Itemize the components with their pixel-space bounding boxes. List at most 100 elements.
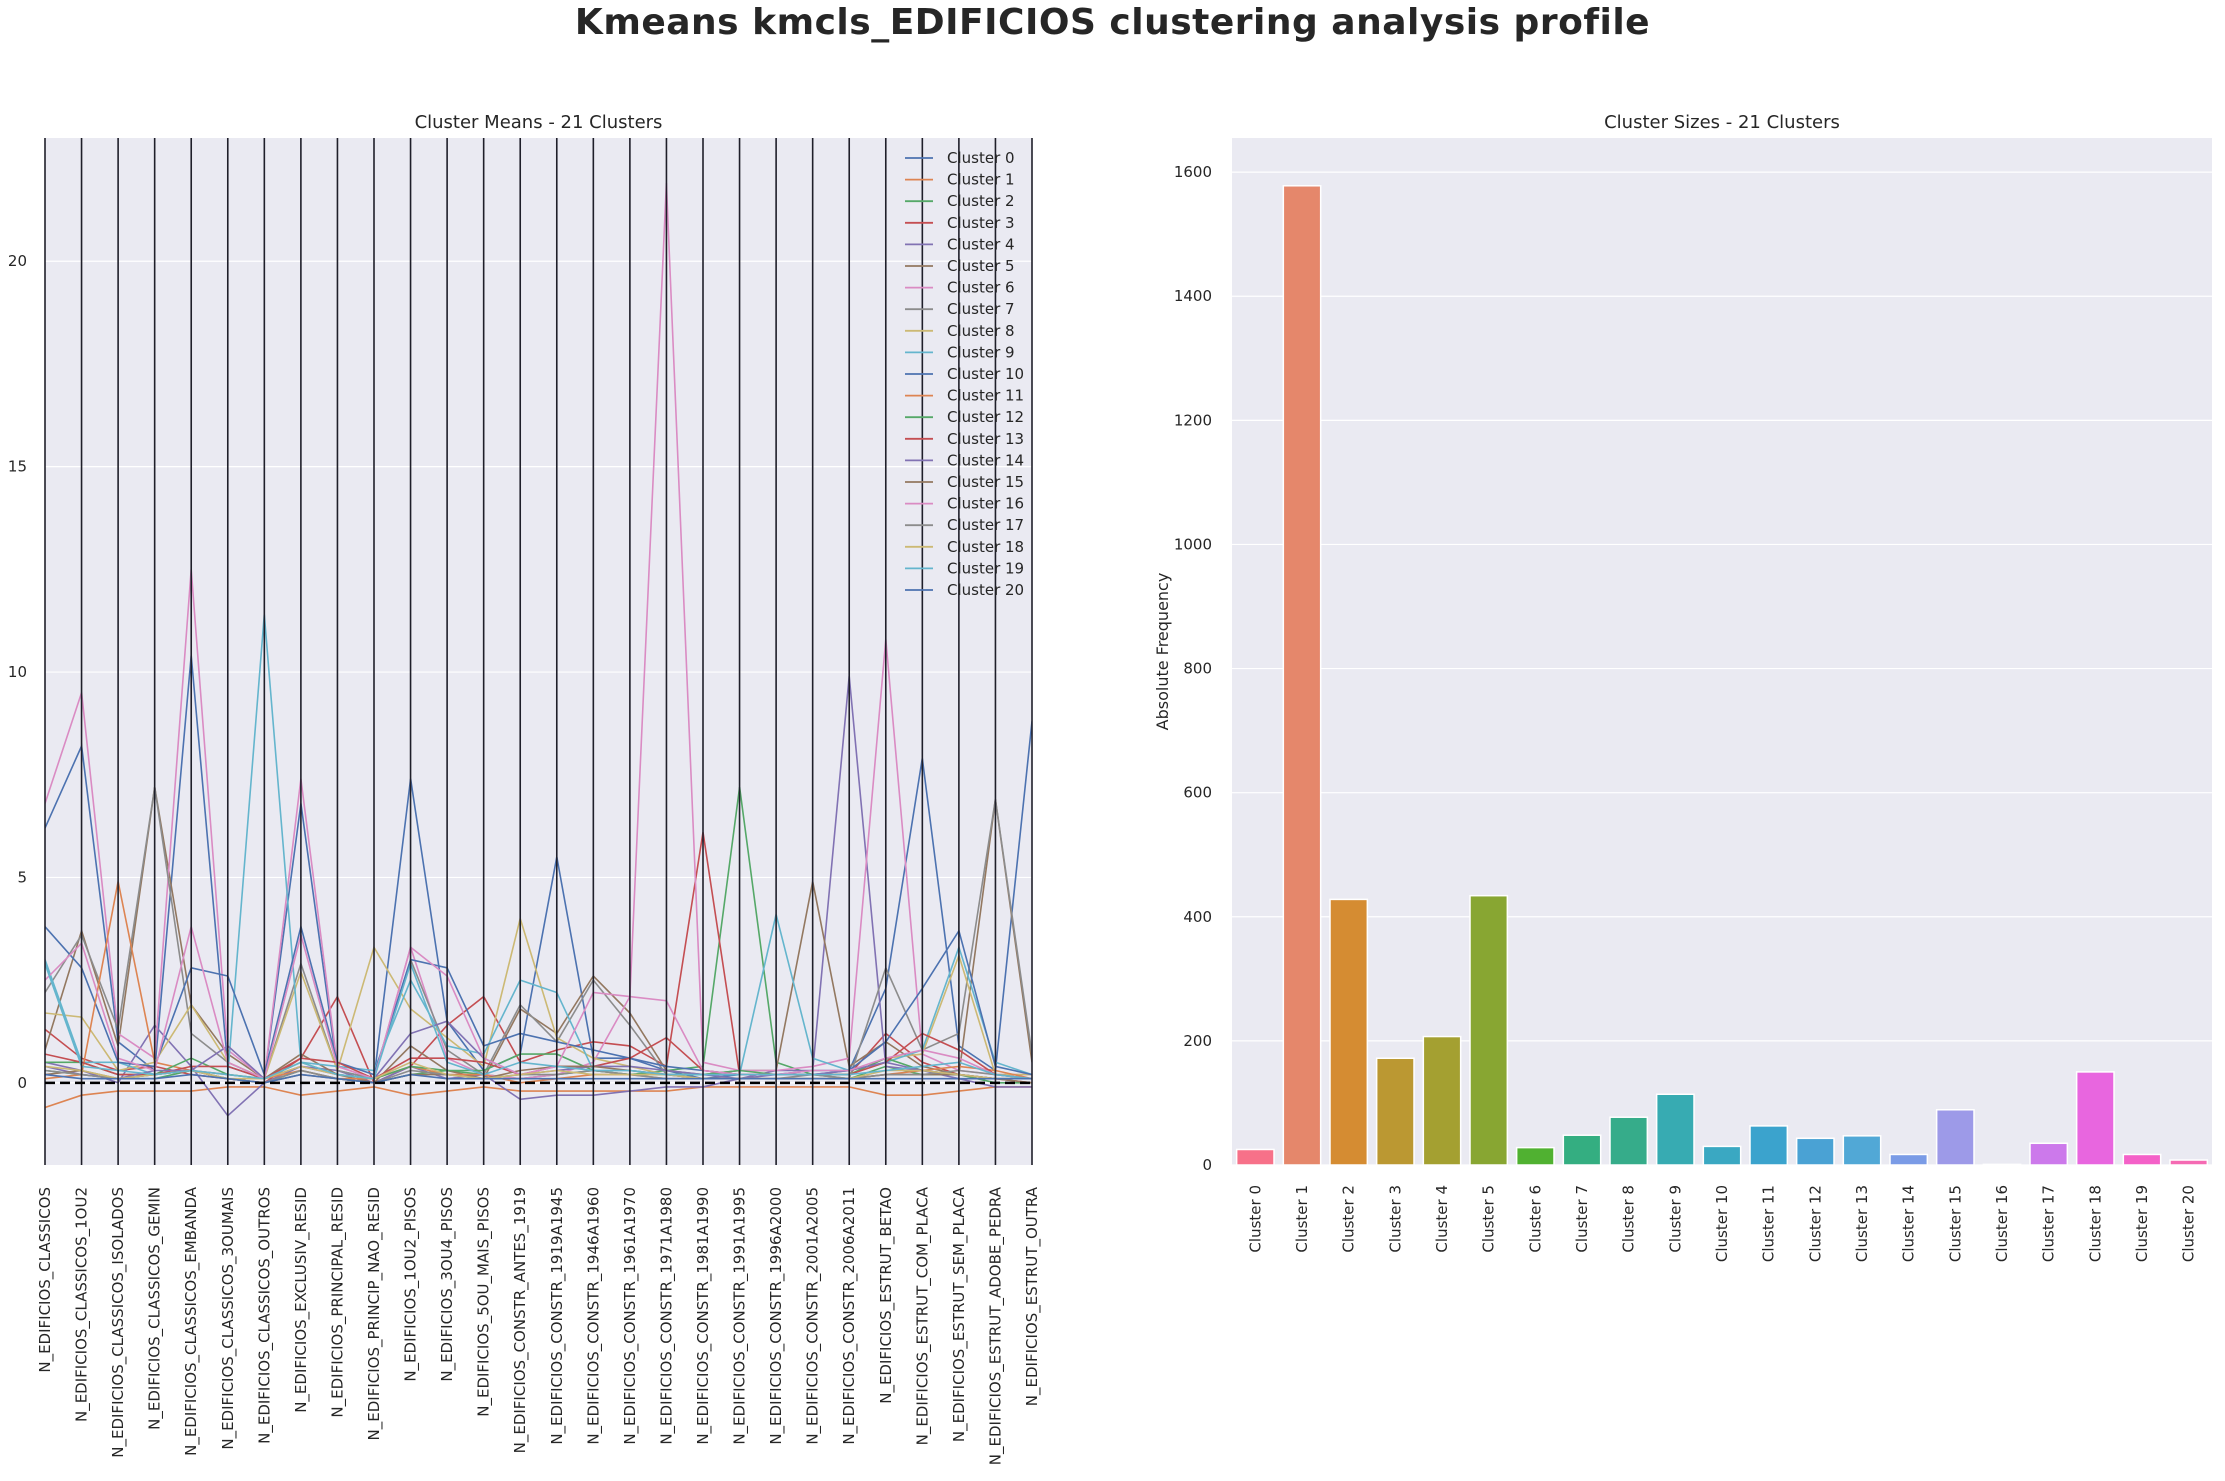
x-tick-label: N_EDIFICIOS_CONSTR_ANTES_1919 [511,1187,530,1453]
chart-title: Cluster Sizes - 21 Clusters [1604,112,1840,133]
bar-cluster-16 [1982,1163,2022,1166]
x-tick-label: N_EDIFICIOS_1OU2_PISOS [402,1187,421,1382]
x-tick-label: Cluster 19 [2133,1185,2151,1262]
bar-cluster-14 [1889,1153,1929,1166]
x-tick-label: N_EDIFICIOS_CLASSICOS_GEMIN [146,1187,165,1430]
x-tick-label: N_EDIFICIOS_CLASSICOS_EMBANDA [182,1186,201,1456]
plot-area [1232,138,2212,1165]
y-axis-label: Absolute Frequency [1153,573,1172,731]
x-tick-label: N_EDIFICIOS_CONSTR_1981A1990 [694,1187,713,1445]
x-tick-label: Cluster 10 [1713,1185,1731,1262]
x-tick-label: N_EDIFICIOS_5OU_MAIS_PISOS [475,1187,494,1417]
y-tick-label: 200 [1183,1032,1212,1050]
legend-label: Cluster 12 [947,408,1024,426]
x-tick-label: N_EDIFICIOS_PRINCIPAL_RESID [328,1187,347,1418]
y-tick-label: 600 [1183,784,1212,802]
x-tick-label: Cluster 11 [1760,1185,1778,1262]
bar-cluster-8 [1609,1116,1649,1166]
bar-cluster-11 [1749,1125,1789,1166]
series-line-cluster-20 [45,1073,1032,1084]
y-tick-label: 1000 [1174,535,1212,553]
series-line-cluster-0 [45,655,1032,1080]
cluster-means-chart: 0 5 10 15 20 Cluster Means - 21 Clusters N_EDI… [8,112,1042,1465]
bar-cluster-18 [2075,1071,2115,1166]
series-line-cluster-5 [45,786,1032,1084]
x-tick-label: Cluster 8 [1620,1185,1638,1253]
legend-label: Cluster 16 [947,495,1024,513]
legend-label: Cluster 0 [947,149,1015,167]
x-tick-label: N_EDIFICIOS_CONSTR_2006A2011 [840,1187,859,1445]
legend-label: Cluster 7 [947,300,1015,318]
bar-cluster-4 [1422,1035,1462,1166]
series-lines [45,183,1032,1117]
x-tick-label: Cluster 20 [2180,1185,2198,1262]
x-tick-label: N_EDIFICIOS_3OU4_PISOS [438,1187,457,1382]
bar-cluster-20 [2169,1159,2209,1166]
x-tick-label: Cluster 18 [2086,1185,2104,1262]
bar-cluster-5 [1469,894,1509,1166]
legend-label: Cluster 10 [947,365,1024,383]
bar-cluster-15 [1935,1109,1975,1166]
y-tick-label: 5 [17,868,27,886]
series-line-cluster-18 [45,1061,1032,1080]
x-tick-label: Cluster 1 [1293,1185,1311,1253]
y-tick-label: 0 [1202,1156,1212,1174]
chart-title: Cluster Means - 21 Clusters [415,112,663,133]
legend-label: Cluster 1 [947,171,1015,189]
x-tick-label: Cluster 16 [1993,1185,2011,1262]
y-tick-label: 0 [17,1074,27,1092]
y-tick-label: 10 [8,663,27,681]
bar-cluster-12 [1795,1137,1835,1166]
x-tick-label: N_EDIFICIOS_CLASSICOS_OUTROS [255,1187,274,1444]
series-line-cluster-19 [45,961,1032,1080]
bar-cluster-9 [1655,1093,1695,1166]
legend-label: Cluster 18 [947,538,1024,556]
x-tick-label: Cluster 6 [1526,1185,1544,1253]
x-tick-label: Cluster 4 [1433,1185,1451,1253]
x-tick-label: Cluster 17 [2040,1185,2058,1262]
legend-label: Cluster 20 [947,581,1024,599]
legend-label: Cluster 17 [947,516,1024,534]
legend-label: Cluster 4 [947,235,1015,253]
legend-label: Cluster 15 [947,473,1024,491]
figure-title: Kmeans kmcls_EDIFICIOS clustering analys… [574,2,1651,43]
x-tick-label: Cluster 15 [1946,1185,1964,1262]
y-tick-label: 1400 [1174,287,1212,305]
x-tick-label: N_EDIFICIOS_CONSTR_1996A2000 [767,1187,786,1445]
x-tick-label: N_EDIFICIOS_CONSTR_1961A1970 [621,1187,640,1445]
x-tick-label: Cluster 0 [1246,1185,1264,1253]
legend-label: Cluster 11 [947,387,1024,405]
series-line-cluster-1 [45,1086,1032,1109]
series-line-cluster-6 [45,183,1032,1081]
x-tick-label: Cluster 2 [1340,1185,1358,1253]
x-tick-label: N_EDIFICIOS_ESTRUT_SEM_PLACA [950,1186,969,1442]
x-tick-label: N_EDIFICIOS_CONSTR_1971A1980 [657,1187,676,1445]
bar-cluster-3 [1375,1057,1415,1166]
bar-cluster-13 [1842,1135,1882,1166]
y-tick-label: 800 [1183,660,1212,678]
bar-cluster-1 [1282,185,1322,1166]
legend-label: Cluster 5 [947,257,1015,275]
legend-label: Cluster 9 [947,343,1015,361]
bar-cluster-10 [1702,1145,1742,1166]
x-tick-label: N_EDIFICIOS_CLASSICOS [36,1187,55,1373]
legend-label: Cluster 13 [947,430,1024,448]
x-tick-label: N_EDIFICIOS_ESTRUT_ADOBE_PEDRA [986,1186,1005,1465]
x-tick-label: N_EDIFICIOS_EXCLUSIV_RESID [292,1187,311,1413]
legend-label: Cluster 8 [947,322,1015,340]
x-tick-label: Cluster 13 [1853,1185,1871,1262]
y-tick-label: 15 [8,458,27,476]
legend-label: Cluster 2 [947,192,1015,210]
x-tick-label: N_EDIFICIOS_CONSTR_2001A2005 [804,1187,823,1445]
bar-cluster-19 [2122,1153,2162,1166]
x-tick-label: N_EDIFICIOS_ESTRUT_COM_PLACA [913,1186,932,1445]
x-tick-label: N_EDIFICIOS_CLASSICOS_1OU2 [73,1187,92,1422]
x-tick-label: N_EDIFICIOS_CONSTR_1991A1995 [731,1187,750,1445]
x-tick-label: N_EDIFICIOS_PRINCIP_NAO_RESID [365,1187,384,1440]
x-tick-label: N_EDIFICIOS_ESTRUT_OUTRA [1023,1186,1042,1406]
bar-cluster-17 [2029,1142,2069,1166]
y-tick-label: 1600 [1174,163,1212,181]
series-line-cluster-4 [45,676,1032,1117]
x-tick-label: N_EDIFICIOS_CLASSICOS_3OUMAIS [219,1187,238,1450]
